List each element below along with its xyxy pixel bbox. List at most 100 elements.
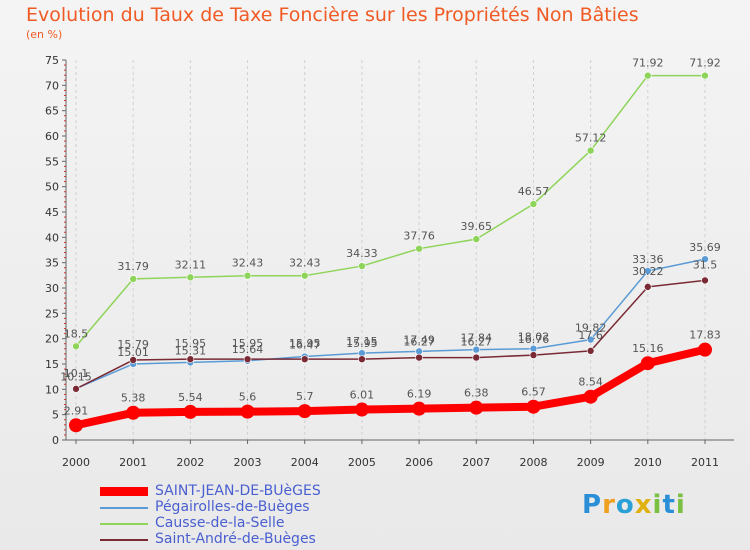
data-point	[701, 255, 709, 263]
legend-swatch-causse	[100, 523, 148, 525]
data-point	[415, 353, 423, 362]
data-label: 17.6	[578, 329, 603, 342]
data-label: 5.38	[121, 392, 146, 405]
data-label: 6.57	[521, 386, 546, 399]
x-tick-label: 2006	[405, 456, 433, 469]
data-point	[415, 244, 423, 253]
data-label: 6.01	[350, 389, 375, 402]
data-point	[529, 344, 538, 353]
axes: 0 5 10 15 20 25 30 35 40 45 50 55 60 65 70 75 2000 2001 20…	[45, 54, 734, 469]
brand-letter: i	[675, 490, 686, 520]
legend-label-pegairolles: Pégairolles-de-Buèges	[155, 499, 310, 515]
data-point	[472, 235, 481, 243]
data-point	[529, 200, 538, 208]
data-label: 15.95	[232, 337, 264, 350]
data-point	[472, 345, 481, 354]
x-tick-label: 2005	[348, 456, 376, 469]
y-tick-label: 55	[45, 155, 59, 168]
data-point	[129, 356, 137, 364]
data-label: 30.22	[632, 265, 664, 278]
legend-label-saint-jean: SAINT-JEAN-DE-BUèGES	[155, 483, 321, 499]
y-tick-label: 45	[45, 206, 59, 219]
data-point	[583, 389, 598, 404]
data-point	[358, 262, 366, 270]
data-label: 39.65	[461, 220, 493, 233]
data-label: 15.95	[346, 337, 378, 350]
legend-label-saint-andre: Saint-André-de-Buèges	[155, 531, 316, 547]
x-tick-label: 2000	[62, 456, 90, 469]
legend-swatch-saint-jean	[100, 487, 148, 496]
y-tick-label: 0	[52, 434, 59, 447]
brand-letter: P	[582, 490, 603, 520]
y-tick-label: 15	[45, 358, 59, 371]
brand-letter: t	[662, 490, 676, 520]
data-point	[300, 355, 309, 363]
data-label: 15.16	[632, 342, 664, 355]
legend-item-saint-andre: Saint-André-de-Buèges	[100, 531, 400, 547]
data-label: 46.57	[518, 185, 550, 198]
legend-swatch-pegairolles	[100, 507, 148, 509]
y-tick-label: 10	[45, 383, 59, 396]
data-label: 34.33	[346, 247, 378, 260]
series-layer	[69, 71, 712, 433]
brand-letter: o	[615, 490, 635, 520]
data-label: 32.43	[289, 257, 321, 270]
brand-letter: i	[652, 490, 663, 520]
data-point	[698, 342, 712, 357]
legend-item-saint-jean: SAINT-JEAN-DE-BUèGES	[100, 483, 400, 499]
data-label: 5.7	[296, 390, 314, 403]
data-point	[472, 353, 481, 362]
data-label: 16.27	[403, 336, 435, 349]
data-point	[354, 402, 369, 417]
data-point	[640, 356, 655, 371]
x-tick-label: 2010	[634, 456, 662, 469]
legend-label-causse: Causse-de-la-Selle	[155, 515, 285, 531]
data-label: 31.5	[693, 258, 718, 271]
data-label: 15.64	[232, 343, 264, 356]
data-label: 18.5	[64, 327, 89, 340]
data-label: 2.91	[64, 404, 89, 417]
data-label: 16.27	[461, 336, 493, 349]
data-label: 15.01	[117, 346, 149, 359]
y-tick-label: 40	[45, 231, 59, 244]
x-tick-label: 2001	[119, 456, 147, 469]
data-point	[186, 273, 195, 282]
data-point	[240, 404, 255, 419]
data-label: 32.43	[232, 257, 264, 270]
data-point	[243, 355, 252, 363]
data-point	[644, 283, 652, 291]
y-tick-label: 35	[45, 257, 59, 270]
y-tick-label: 50	[45, 181, 59, 194]
y-tick-label: 70	[45, 79, 59, 92]
data-point	[72, 342, 80, 351]
x-tick-label: 2007	[462, 456, 490, 469]
chart-title: Evolution du Taux de Taxe Foncière sur l…	[26, 4, 639, 26]
data-label: 17.83	[689, 329, 721, 342]
legend-item-pegairolles: Pégairolles-de-Buèges	[100, 499, 400, 515]
data-label: 57.12	[575, 132, 607, 145]
data-label: 17.84	[461, 332, 493, 345]
data-label: 71.92	[632, 57, 664, 70]
data-point	[126, 405, 141, 420]
data-point	[297, 404, 312, 419]
data-label: 10.1	[64, 367, 89, 380]
data-point	[529, 351, 538, 359]
data-point	[243, 271, 252, 280]
series-line	[75, 279, 706, 390]
data-point	[412, 401, 427, 416]
y-tick-label: 65	[45, 105, 59, 118]
data-labels-layer: 18.5 31.79 32.11 32.43 32.43 34.33 37.76 39.65 4…	[60, 57, 721, 418]
x-tick-label: 2011	[691, 456, 719, 469]
x-tick-label: 2002	[176, 456, 204, 469]
legend-item-causse: Causse-de-la-Selle	[100, 515, 400, 531]
y-tick-label: 5	[52, 409, 59, 422]
data-label: 17.15	[346, 335, 378, 348]
y-tick-label: 75	[45, 54, 59, 67]
data-point	[183, 404, 198, 419]
data-label: 35.69	[689, 241, 721, 254]
data-point	[586, 146, 595, 155]
proxiti-logo: Proxiti	[582, 490, 686, 520]
data-point	[644, 71, 652, 80]
data-label: 17.49	[403, 333, 435, 346]
data-point	[69, 418, 83, 433]
